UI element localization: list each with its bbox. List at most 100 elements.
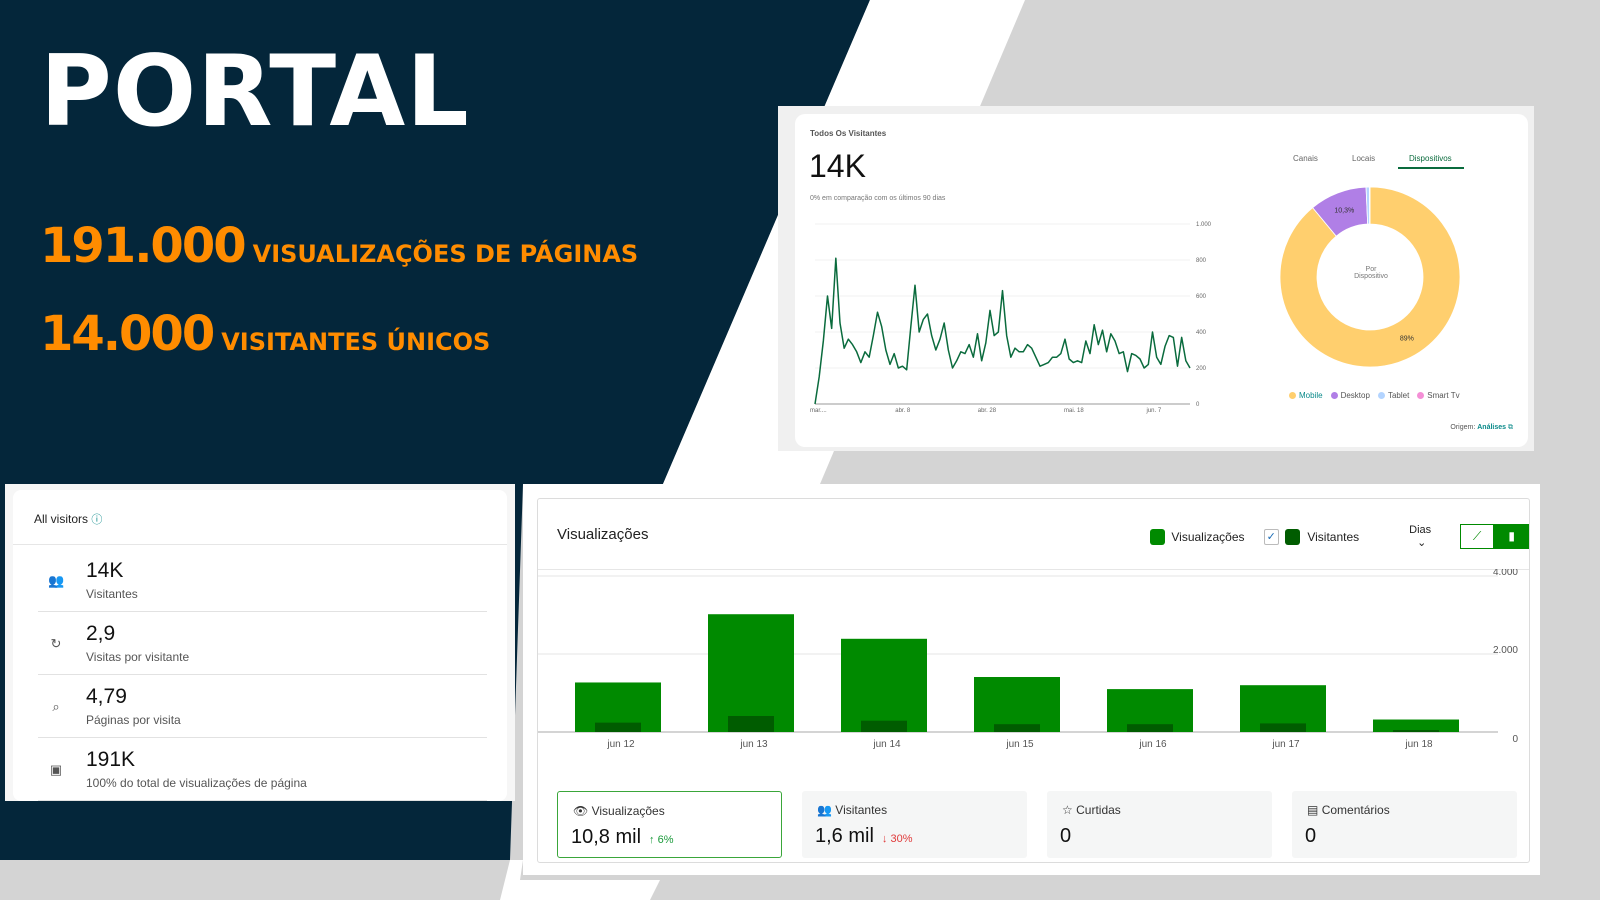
page-search-icon: ⌕ <box>52 699 60 714</box>
visitors-total: 14K <box>809 148 866 184</box>
x-tick-label: jun. 7 <box>1146 408 1162 414</box>
slice-label: 89% <box>1400 335 1414 342</box>
donut-center-label: Por Dispositivo <box>1340 266 1402 280</box>
visitors-bar <box>861 720 907 732</box>
visitor-metric-row: ↻ 2,9 Visitas por visitante <box>38 612 487 675</box>
views-legend-label: Visualizações <box>1171 529 1245 544</box>
chart-controls: Visualizações ✓ Visitantes Dias ⌄ ⟋ ▮ <box>1150 524 1529 549</box>
views-bar <box>841 638 927 732</box>
x-tick-label: abr. 8 <box>895 408 911 414</box>
stat-value: 14.000 <box>40 306 215 362</box>
views-title: Visualizações <box>557 526 649 543</box>
x-tick-label: jun 12 <box>606 739 635 750</box>
portal-title: PORTAL <box>40 35 470 149</box>
divider <box>13 544 507 545</box>
bar-chart-toggle[interactable]: ▮ <box>1494 524 1529 549</box>
visitors-bar <box>1260 723 1306 732</box>
metric-label: 100% do total de visualizações de página <box>86 776 307 790</box>
visitors-stat: 14.000 VISITANTES ÚNICOS <box>40 306 490 362</box>
pageviews-stat: 191.000 VISUALIZAÇÕES DE PÁGINAS <box>40 218 638 274</box>
analises-link[interactable]: Análises <box>1477 424 1507 431</box>
stat-label: VISITANTES ÚNICOS <box>221 328 491 356</box>
device-donut-chart: 89% 10,3% <box>1279 186 1461 368</box>
stat-value: 191.000 <box>40 218 247 274</box>
arrow-up-icon: ↑ <box>649 834 655 846</box>
kpi-card[interactable]: ☆ Curtidas 0 <box>1047 791 1272 858</box>
kpi-card[interactable]: 👁 Visualizações 10,8 mil ↑ 6% <box>557 791 782 858</box>
line-chart-toggle[interactable]: ⟋ <box>1459 524 1495 549</box>
legend-item[interactable]: Mobile <box>1289 391 1323 400</box>
legend-swatch <box>1289 392 1296 399</box>
x-tick-label: jun 13 <box>739 739 768 750</box>
visitor-metric-row: ▣ 191K 100% do total de visualizações de p… <box>38 738 487 801</box>
active-tab-indicator <box>1398 167 1464 169</box>
views-bar <box>974 677 1060 732</box>
origin-label: Origem: <box>1450 424 1476 431</box>
kpi-label: 👁 Visualizações <box>573 804 665 818</box>
all-visitors-screenshot: Todos Os Visitantes 14K 0% em comparação… <box>778 106 1534 451</box>
legend-item[interactable]: Desktop <box>1330 391 1370 400</box>
kpi-value: 0 <box>1060 825 1071 848</box>
visitors-bar <box>1127 724 1173 732</box>
delta-value: 30% <box>890 833 913 845</box>
legend-swatch <box>1377 392 1385 399</box>
y-tick-label: 400 <box>1196 330 1207 336</box>
legend-item[interactable]: Tablet <box>1377 391 1410 400</box>
x-tick-label: jun 18 <box>1404 739 1433 750</box>
visitor-metric-row: ⌕ 4,79 Páginas por visita <box>38 675 487 738</box>
all-visitors-card: Todos Os Visitantes 14K 0% em comparação… <box>795 114 1528 447</box>
delta-badge: ↑ 6% <box>649 834 673 846</box>
x-tick-label: mai. 18 <box>1064 408 1084 414</box>
x-tick-label: jun 16 <box>1138 739 1167 750</box>
views-bar <box>1373 719 1459 732</box>
kpi-value: 0 <box>1305 825 1316 848</box>
info-icon[interactable]: ⓘ <box>91 514 103 526</box>
visitors-line <box>814 257 1191 405</box>
visitors-bar <box>595 722 641 732</box>
views-bar-chart: 0 2.000 4.000 jun 12 jun 13 jun 14 jun 15 jun 1… <box>538 569 1518 750</box>
legend-label: Tablet <box>1387 391 1410 400</box>
tab-canais[interactable]: Canais <box>1293 154 1318 163</box>
kpi-card[interactable]: 👥 Visitantes 1,6 mil ↓ 30% <box>802 791 1027 858</box>
y-tick-label: 0 <box>1512 734 1518 745</box>
donut-legend: Mobile Desktop Tablet Smart Tv <box>1289 391 1460 400</box>
stat-label: VISUALIZAÇÕES DE PÁGINAS <box>252 240 639 268</box>
views-bar <box>708 614 794 732</box>
panel-title-text: All visitors <box>34 512 89 526</box>
external-link-icon: ⧉ <box>1508 424 1513 431</box>
metric-value: 191K <box>86 748 136 771</box>
metric-label: Visitantes <box>86 587 138 601</box>
comment-icon: ▤ <box>1307 803 1319 817</box>
y-tick-label: 200 <box>1196 366 1207 372</box>
kpi-card[interactable]: ▤ Comentários 0 <box>1292 791 1517 858</box>
x-tick-label: jun 17 <box>1271 739 1300 750</box>
metric-value: 2,9 <box>86 622 116 645</box>
metric-value: 4,79 <box>86 685 127 708</box>
visitors-checkbox[interactable]: ✓ <box>1263 528 1279 545</box>
card-title: Todos Os Visitantes <box>810 129 887 138</box>
kpi-label-text: Visualizações <box>591 804 665 818</box>
kpi-label-text: Visitantes <box>835 803 888 817</box>
x-tick-label: jun 15 <box>1005 739 1034 750</box>
arrow-down-icon: ↓ <box>881 833 888 845</box>
visitors-line-chart: 0 200 400 600 800 1.000 mar.... abr. 8 abr. 28 ma… <box>810 222 1212 414</box>
y-tick-label: 800 <box>1196 258 1207 264</box>
visitors-bar <box>994 724 1040 732</box>
y-tick-label: 1.000 <box>1196 222 1212 228</box>
tab-dispositivos[interactable]: Dispositivos <box>1409 154 1452 163</box>
metric-label: Visitas por visitante <box>86 650 190 664</box>
period-select[interactable]: Dias ⌄ <box>1409 524 1450 549</box>
kpi-value-text: 10,8 mil <box>571 826 642 848</box>
x-tick-label: jun 14 <box>872 739 901 750</box>
views-legend-swatch <box>1150 528 1166 545</box>
legend-item[interactable]: Smart Tv <box>1417 391 1460 400</box>
legend-label: Mobile <box>1299 391 1323 400</box>
legend-swatch <box>1417 392 1425 399</box>
y-tick-label: 4.000 <box>1493 569 1518 578</box>
views-panel: Visualizações Visualizações ✓ Visitantes… <box>523 484 1540 875</box>
kpi-value-text: 1,6 mil <box>815 825 874 847</box>
visitors-legend-label: Visitantes <box>1307 529 1360 544</box>
metric-value: 14K <box>86 559 124 582</box>
tab-locais[interactable]: Locais <box>1352 154 1376 163</box>
kpi-label: ▤ Comentários <box>1307 803 1390 817</box>
